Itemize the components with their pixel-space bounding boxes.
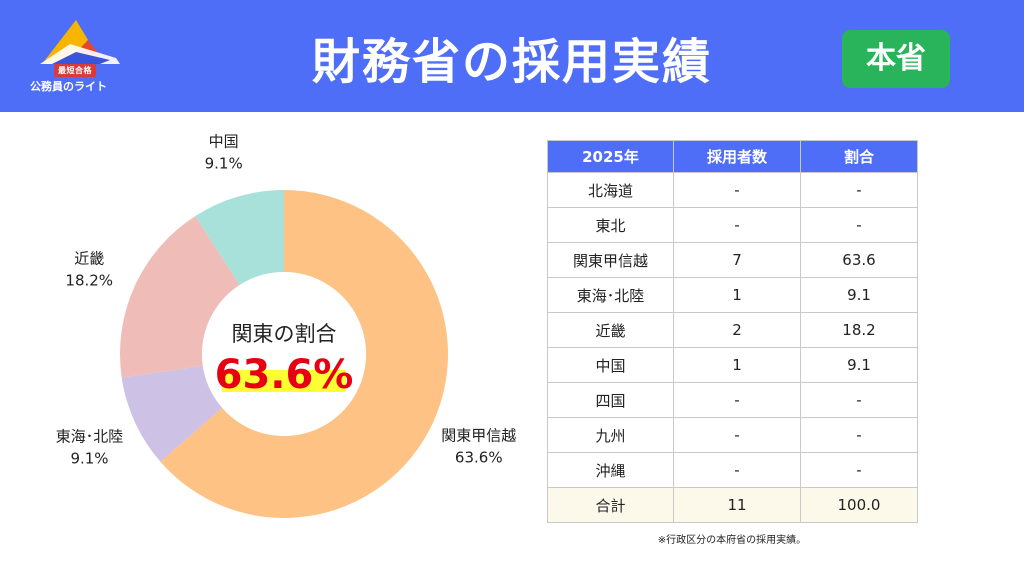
ratio-cell: - xyxy=(800,417,918,453)
region-cell: 四国 xyxy=(547,382,674,418)
count-cell: 1 xyxy=(673,277,801,313)
header-year: 2025年 xyxy=(547,140,674,173)
region-cell: 九州 xyxy=(547,417,674,453)
slice-value-2: 18.2% xyxy=(65,271,113,289)
region-cell: 中国 xyxy=(547,347,674,383)
slice-label-1: 東海･北陸 xyxy=(56,427,124,445)
region-cell: 東北 xyxy=(547,207,674,243)
slice-label-2: 近畿 xyxy=(74,249,104,267)
count-cell: - xyxy=(673,172,801,208)
count-cell: - xyxy=(673,207,801,243)
count-cell: - xyxy=(673,382,801,418)
table-row: 東北 - - xyxy=(547,207,918,243)
slice-label-3: 中国 xyxy=(209,133,239,151)
count-cell: 2 xyxy=(673,312,801,348)
count-cell: 1 xyxy=(673,347,801,383)
count-cell: 7 xyxy=(673,242,801,278)
total-count-cell: 11 xyxy=(673,487,801,523)
region-cell: 北海道 xyxy=(547,172,674,208)
ratio-cell: - xyxy=(800,207,918,243)
region-cell: 近畿 xyxy=(547,312,674,348)
ratio-cell: - xyxy=(800,452,918,488)
count-cell: - xyxy=(673,452,801,488)
center-title: 関東の割合 xyxy=(232,322,337,346)
donut-hole xyxy=(202,272,366,436)
ratio-cell: 18.2 xyxy=(800,312,918,348)
ratio-cell: 9.1 xyxy=(800,347,918,383)
table-row: 九州 - - xyxy=(547,417,918,453)
donut-chart: 関東甲信越 63.6% 東海･北陸 9.1% 近畿 18.2% 中国 9.1% 関東の割合 6… xyxy=(56,133,516,518)
table-total-row: 合計 11 100.0 xyxy=(547,487,918,523)
ratio-cell: 9.1 xyxy=(800,277,918,313)
region-cell: 沖縄 xyxy=(547,452,674,488)
donut-slice-3 xyxy=(195,190,284,286)
hiring-table: 2025年 採用者数 割合 北海道 - - 東北 - - 関東甲信越 7 63.6 東海･北… xyxy=(547,140,918,523)
count-cell: - xyxy=(673,417,801,453)
table-header-row: 2025年 採用者数 割合 xyxy=(547,140,918,173)
scope-badge: 本省 xyxy=(842,30,950,88)
logo-badge: 最短合格 xyxy=(54,64,96,77)
donut-slice-0 xyxy=(160,190,449,518)
table-row: 中国 1 9.1 xyxy=(547,347,918,383)
table-row: 東海･北陸 1 9.1 xyxy=(547,277,918,313)
header-ratio: 割合 xyxy=(800,140,918,173)
table-row: 近畿 2 18.2 xyxy=(547,312,918,348)
slice-value-0: 63.6% xyxy=(455,449,503,467)
table-row: 北海道 - - xyxy=(547,172,918,208)
total-label-cell: 合計 xyxy=(547,487,674,523)
header-bar: 最短合格 公務員のライト 財務省の採用実績 本省 xyxy=(0,0,1024,112)
donut-slice-1 xyxy=(121,365,223,462)
ratio-cell: - xyxy=(800,172,918,208)
center-value: 63.6% xyxy=(215,352,354,398)
header-count: 採用者数 xyxy=(673,140,801,173)
logo-mountain-icon xyxy=(40,20,120,64)
logo: 最短合格 公務員のライト xyxy=(30,14,140,98)
region-cell: 東海･北陸 xyxy=(547,277,674,313)
table-row: 関東甲信越 7 63.6 xyxy=(547,242,918,278)
ratio-cell: - xyxy=(800,382,918,418)
ratio-cell: 63.6 xyxy=(800,242,918,278)
region-cell: 関東甲信越 xyxy=(547,242,674,278)
page-title: 財務省の採用実績 xyxy=(311,34,712,90)
slice-label-0: 関東甲信越 xyxy=(441,427,516,445)
slice-value-1: 9.1% xyxy=(70,449,108,467)
table-row: 沖縄 - - xyxy=(547,452,918,488)
center-value-highlight xyxy=(222,370,346,392)
total-ratio-cell: 100.0 xyxy=(800,487,918,523)
slice-value-3: 9.1% xyxy=(205,155,243,173)
logo-text: 公務員のライト xyxy=(30,80,107,93)
donut-slice-2 xyxy=(120,216,240,378)
footnote: ※行政区分の本府省の採用実績。 xyxy=(657,535,807,546)
table-row: 四国 - - xyxy=(547,382,918,418)
